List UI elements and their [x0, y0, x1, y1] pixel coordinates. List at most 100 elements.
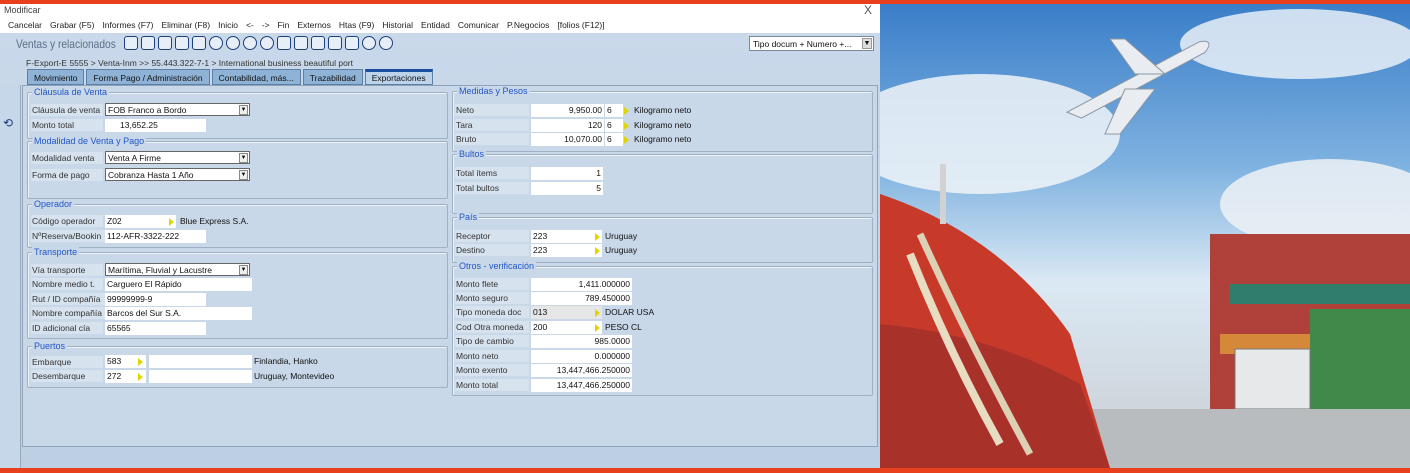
sync-icon[interactable]: ⟲ [3, 116, 14, 130]
flete-field[interactable]: 1,411.000000 [531, 278, 632, 291]
bruto-field[interactable]: 10,070.00 [531, 133, 604, 146]
lookup-arrow-icon[interactable] [595, 247, 600, 255]
calculator-icon[interactable] [345, 36, 359, 50]
lookup-arrow-icon[interactable] [624, 122, 629, 130]
embarque-extra-field[interactable] [149, 355, 252, 368]
monto-total-otros-label: Monto total [455, 379, 529, 391]
id-adicional-field[interactable]: 65565 [105, 322, 206, 335]
contact-card-icon[interactable] [328, 36, 342, 50]
desembarque-extra-field[interactable] [149, 370, 252, 383]
menu-informes[interactable]: Informes (F7) [102, 20, 154, 30]
lookup-arrow-icon[interactable] [595, 233, 600, 241]
menu-htas[interactable]: Htas (F9) [338, 20, 375, 30]
menu-entidad[interactable]: Entidad [421, 20, 450, 30]
menu-inicio[interactable]: Inicio [218, 20, 238, 30]
rut-field[interactable]: 99999999-9 [105, 293, 206, 306]
chat-icon[interactable] [362, 36, 376, 50]
total-bultos-field[interactable]: 5 [531, 182, 603, 195]
chevron-down-icon[interactable]: ▼ [239, 265, 248, 275]
monto-neto-field[interactable]: 0.000000 [531, 350, 632, 363]
destino-field[interactable]: 223 [531, 244, 602, 257]
lookup-arrow-icon[interactable] [624, 136, 629, 144]
compania-field[interactable]: Barcos del Sur S.A. [105, 307, 252, 320]
reserva-field[interactable]: 112-AFR-3322-222 [105, 230, 206, 243]
tab-exportaciones[interactable]: Exportaciones [364, 69, 433, 85]
lookup-arrow-icon[interactable] [624, 107, 629, 115]
menu-pnegocios[interactable]: P.Negocios [506, 20, 550, 30]
monto-total-field[interactable]: 13,652.25 [105, 119, 206, 132]
document-type-select[interactable]: Tipo docum + Numero +... ▼ [749, 36, 874, 51]
export-icon[interactable] [277, 36, 291, 50]
lookup-arrow-icon[interactable] [138, 358, 143, 366]
neto-field[interactable]: 9,950.00 [531, 104, 604, 117]
menu-folios[interactable]: [folios (F12)] [557, 20, 605, 30]
tab-bar: Movimiento Forma Pago / Administración C… [27, 69, 433, 85]
print-preview-icon[interactable] [158, 36, 172, 50]
menu-fin[interactable]: Fin [277, 20, 290, 30]
lookup-arrow-icon[interactable] [595, 309, 600, 317]
down-arrow-icon[interactable] [260, 36, 274, 50]
menu-cancelar[interactable]: Cancelar [8, 20, 43, 30]
tools-icon[interactable] [294, 36, 308, 50]
menu-historial[interactable]: Historial [382, 20, 414, 30]
menu-comunicar[interactable]: Comunicar [457, 20, 499, 30]
tab-forma-pago[interactable]: Forma Pago / Administración [86, 69, 210, 85]
print-icon[interactable] [175, 36, 189, 50]
total-items-field[interactable]: 1 [531, 167, 603, 180]
trash-icon[interactable] [192, 36, 206, 50]
settings-icon[interactable] [379, 36, 393, 50]
embarque-name: Finlandia, Hanko [254, 356, 318, 366]
left-arrow-icon[interactable] [226, 36, 240, 50]
right-arrow-icon[interactable] [243, 36, 257, 50]
menu-next[interactable]: -> [261, 20, 270, 30]
lookup-arrow-icon[interactable] [138, 373, 143, 381]
shipping-photo [880, 4, 1410, 468]
back-icon[interactable] [124, 36, 138, 50]
modalidad-select[interactable]: Venta A Firme ▼ [105, 151, 250, 164]
save-icon[interactable] [141, 36, 155, 50]
lookup-arrow-icon[interactable] [595, 324, 600, 332]
clausula-label: Cláusula de venta [31, 104, 103, 116]
otra-moneda-field[interactable]: 200 [531, 321, 602, 334]
forma-pago-select[interactable]: Cobranza Hasta 1 Año ▼ [105, 168, 250, 181]
bruto-unit-code[interactable]: 6 [605, 133, 623, 146]
chevron-down-icon[interactable]: ▼ [862, 38, 872, 49]
via-transporte-select[interactable]: Marítima, Fluvial y Lacustre ▼ [105, 263, 250, 276]
via-transporte-label: Vía transporte [31, 264, 103, 276]
tab-movimiento[interactable]: Movimiento [27, 69, 85, 85]
up-arrow-icon[interactable] [209, 36, 223, 50]
chevron-down-icon[interactable]: ▼ [239, 170, 248, 180]
tab-trazabilidad[interactable]: Trazabilidad [302, 69, 363, 85]
desembarque-code-field[interactable]: 272 [105, 370, 146, 383]
menu-externos[interactable]: Externos [297, 20, 331, 30]
chevron-down-icon[interactable]: ▼ [239, 105, 248, 115]
moneda-field[interactable]: 013 [531, 306, 602, 319]
menu-eliminar[interactable]: Eliminar (F8) [161, 20, 211, 30]
modalidad-group: Modalidad de Venta y Pago [27, 136, 448, 199]
monto-exento-field[interactable]: 13,447,466.250000 [531, 364, 632, 377]
codigo-operador-field[interactable]: Z02 [105, 215, 176, 228]
lookup-arrow-icon[interactable] [169, 218, 174, 226]
view-icon[interactable] [311, 36, 325, 50]
total-items-label: Total ítems [455, 167, 529, 179]
seguro-field[interactable]: 789.450000 [531, 292, 632, 305]
close-button[interactable]: X [864, 3, 873, 17]
monto-total-otros-field[interactable]: 13,447,466.250000 [531, 379, 632, 392]
destino-name: Uruguay [605, 245, 638, 255]
menu-previous[interactable]: <- [245, 20, 254, 30]
group-title: País [457, 212, 480, 222]
menu-grabar[interactable]: Grabar (F5) [50, 20, 95, 30]
tab-contabilidad[interactable]: Contabilidad, más... [211, 69, 301, 85]
tara-unit-code[interactable]: 6 [605, 119, 623, 132]
receptor-field[interactable]: 223 [531, 230, 602, 243]
tara-field[interactable]: 120 [531, 119, 604, 132]
cambio-field[interactable]: 985.0000 [531, 335, 632, 348]
chevron-down-icon[interactable]: ▼ [239, 153, 248, 163]
embarque-code-field[interactable]: 583 [105, 355, 146, 368]
rut-label: Rut / ID compañía [31, 293, 105, 305]
id-adicional-label: ID adicional cía [31, 322, 103, 334]
neto-unit-code[interactable]: 6 [605, 104, 623, 117]
port-illustration [880, 9, 1410, 468]
medio-field[interactable]: Carguero El Rápido [105, 278, 252, 291]
clausula-select[interactable]: FOB Franco a Bordo ▼ [105, 103, 250, 116]
